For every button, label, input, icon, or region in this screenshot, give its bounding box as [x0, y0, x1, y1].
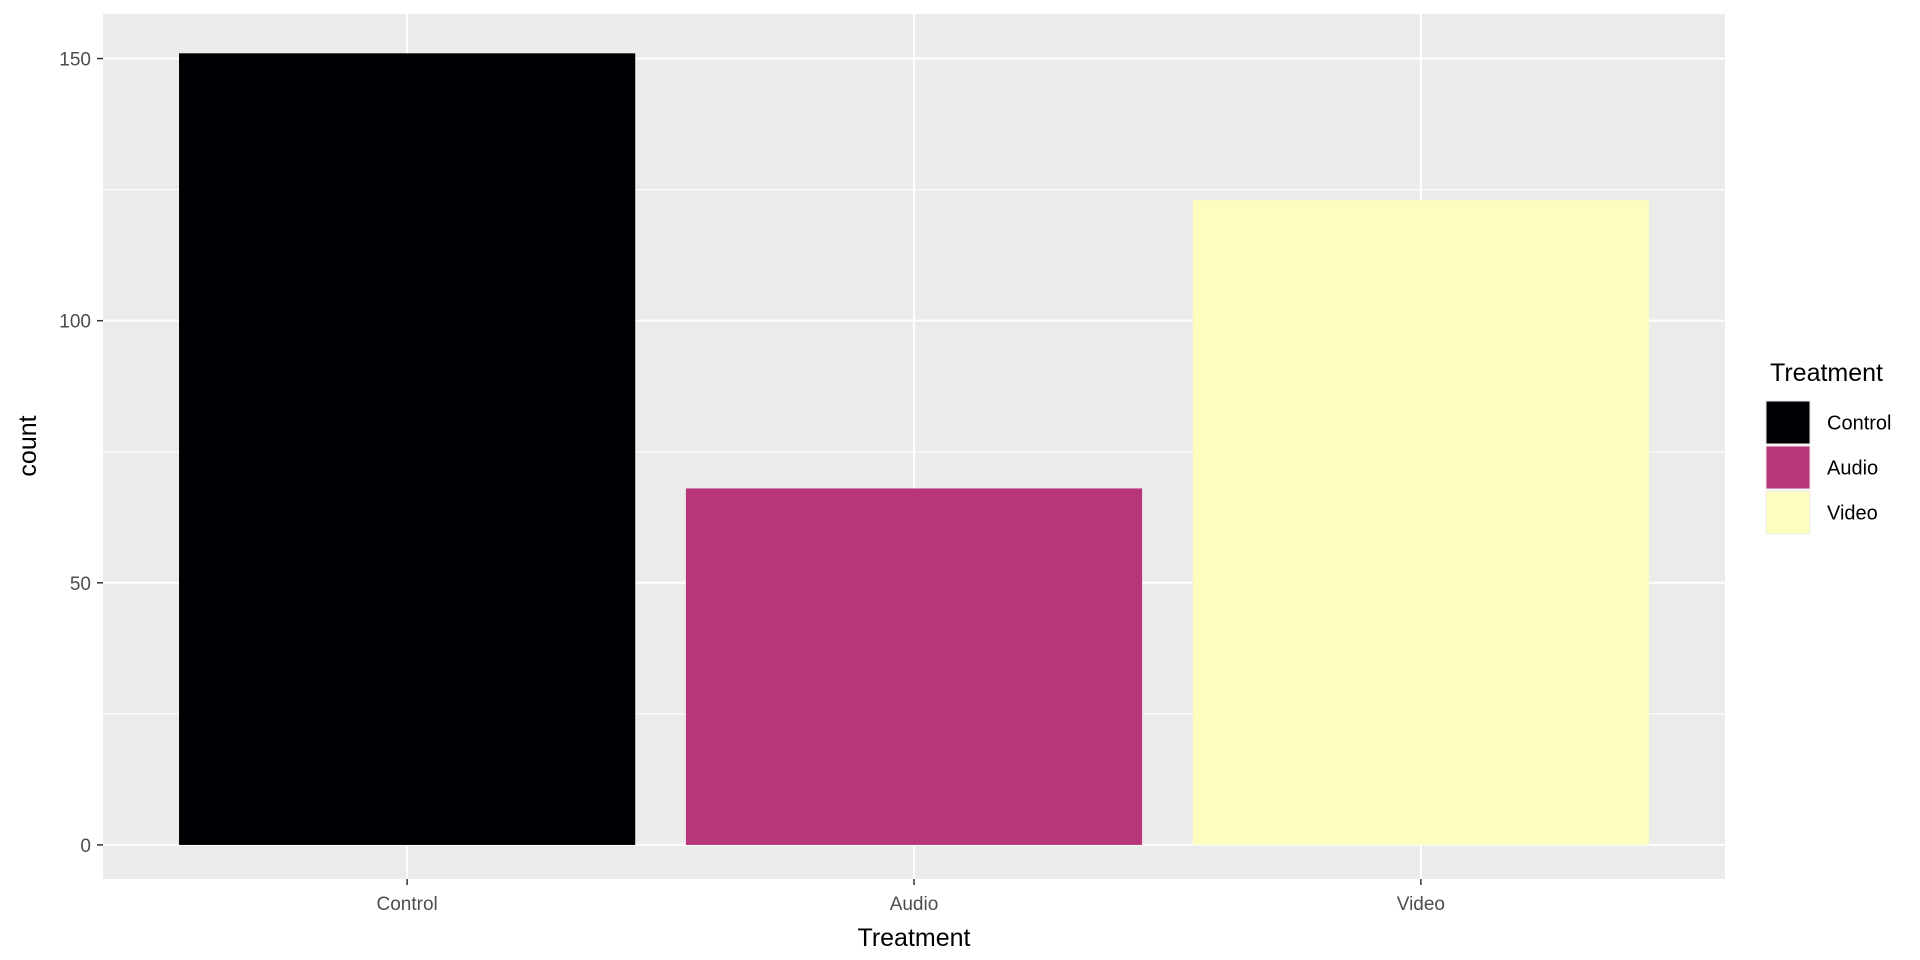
- y-tick-label: 0: [80, 836, 91, 857]
- legend-key-audio: [1765, 445, 1811, 490]
- x-tick-label: Control: [377, 894, 438, 915]
- legend-key-video: [1765, 490, 1811, 535]
- y-tick-label: 150: [59, 50, 91, 71]
- y-axis-title: count: [14, 415, 42, 476]
- legend-label-control: Control: [1827, 413, 1891, 435]
- legend-label-video: Video: [1827, 503, 1878, 525]
- x-tick-label: Video: [1397, 894, 1445, 915]
- y-axis: 0 50 100 150: [59, 50, 103, 857]
- legend-key-control: [1765, 400, 1811, 445]
- bar-audio: [685, 488, 1143, 845]
- x-tick-label: Audio: [890, 894, 939, 915]
- legend: Treatment Control Audio Video: [1765, 359, 1891, 535]
- x-axis-title: Treatment: [857, 924, 970, 952]
- bars: [179, 53, 1649, 845]
- x-axis: Control Audio Video: [377, 879, 1445, 915]
- legend-label-audio: Audio: [1827, 458, 1878, 480]
- legend-title: Treatment: [1770, 359, 1883, 387]
- y-tick-label: 50: [70, 574, 91, 595]
- y-tick-label: 100: [59, 312, 91, 333]
- bar-video: [1192, 200, 1649, 845]
- bar-control: [179, 53, 636, 845]
